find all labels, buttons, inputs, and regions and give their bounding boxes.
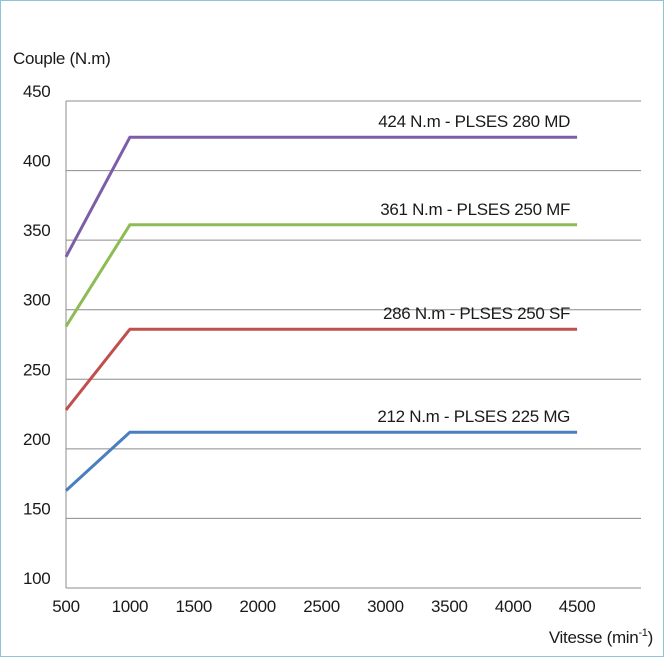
grid-lines	[66, 100, 641, 519]
y-tick-label: 400	[23, 152, 50, 171]
series-line-3	[64, 327, 578, 411]
series-line-4	[64, 430, 578, 492]
x-tick-label: 2000	[239, 597, 276, 616]
x-tick-label: 4500	[559, 597, 596, 616]
x-tick-label: 1000	[112, 597, 149, 616]
y-tick-label: 350	[23, 221, 50, 240]
x-axis-title-sup: -1	[638, 627, 647, 639]
x-tick-label: 2500	[303, 597, 340, 616]
y-tick-labels: 100 150 200 250 300 350 400 450	[23, 82, 51, 588]
y-tick-label: 100	[23, 569, 50, 588]
x-tick-labels: 500 1000 1500 2000 2500 3000 3500 4000 4500	[52, 597, 595, 616]
x-axis-title-suffix: )	[648, 628, 653, 647]
y-tick-label: 150	[23, 499, 50, 518]
series-labels: 424 N.m - PLSES 280 MD 361 N.m - PLSES 25…	[377, 112, 570, 426]
x-tick-label: 4000	[495, 597, 532, 616]
series-line-2	[64, 223, 578, 328]
x-axis-title-main: Vitesse (min	[549, 628, 639, 647]
y-axis-title: Couple (N.m)	[13, 49, 110, 68]
series-lines	[64, 135, 578, 492]
y-tick-label: 450	[23, 82, 50, 101]
y-tick-label: 300	[23, 291, 50, 310]
series-label-2: 361 N.m - PLSES 250 MF	[380, 200, 570, 219]
series-label-4: 212 N.m - PLSES 225 MG	[377, 407, 570, 426]
x-axis-title: Vitesse (min-1)	[549, 627, 653, 647]
y-tick-label: 250	[23, 360, 50, 379]
axes	[65, 101, 641, 589]
x-tick-label: 3000	[367, 597, 404, 616]
series-label-1: 424 N.m - PLSES 280 MD	[378, 112, 570, 131]
y-tick-label: 200	[23, 430, 50, 449]
series-label-3: 286 N.m - PLSES 250 SF	[383, 304, 570, 323]
x-tick-label: 1500	[175, 597, 212, 616]
series-line-1	[64, 135, 578, 258]
x-tick-label: 500	[52, 597, 79, 616]
x-tick-label: 3500	[431, 597, 468, 616]
